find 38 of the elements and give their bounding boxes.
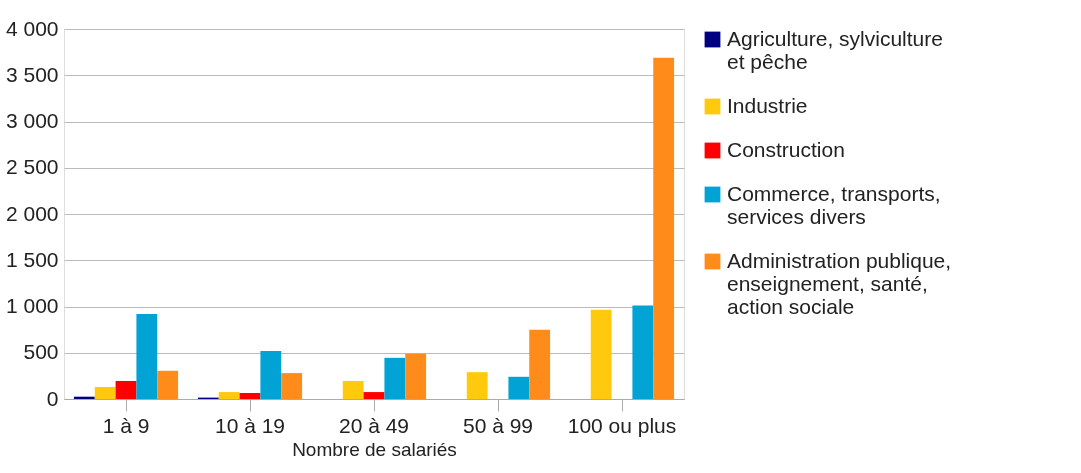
bar bbox=[653, 57, 675, 399]
y-tick-label: 3 500 bbox=[5, 62, 59, 86]
bar bbox=[466, 372, 488, 399]
bar bbox=[529, 329, 551, 399]
bar bbox=[94, 386, 116, 399]
y-tick-label: 3 000 bbox=[5, 109, 59, 132]
y-tick-label: 500 bbox=[23, 340, 59, 364]
x-axis-title: Nombre de salariés bbox=[292, 438, 457, 460]
bar bbox=[260, 350, 282, 399]
bar bbox=[405, 353, 427, 399]
x-tick-label: 50 à 99 bbox=[462, 413, 534, 437]
legend-label: Administration publique, enseignement, santé, action sociale bbox=[727, 248, 952, 318]
bar bbox=[363, 392, 385, 399]
y-tick-label: 1 500 bbox=[5, 247, 59, 271]
bar bbox=[239, 392, 261, 399]
bar bbox=[590, 309, 612, 399]
y-tick-label: 4 000 bbox=[5, 16, 59, 40]
y-tick-label: 2 500 bbox=[5, 155, 59, 179]
bar bbox=[632, 305, 654, 399]
bar bbox=[136, 313, 158, 399]
bar bbox=[342, 380, 364, 399]
legend-label: Agriculture, sylviculture et pêche bbox=[727, 26, 943, 73]
bar bbox=[508, 376, 530, 399]
x-tick-label: 100 ou plus bbox=[567, 413, 677, 437]
y-tick-label: 1 000 bbox=[5, 294, 59, 317]
x-tick-label: 1 à 9 bbox=[102, 413, 150, 437]
y-tick-label: 0 bbox=[46, 386, 59, 410]
legend-label: Commerce, transports, services divers bbox=[727, 181, 941, 228]
bar bbox=[384, 357, 406, 399]
legend-label: Industrie bbox=[727, 93, 808, 117]
bar bbox=[157, 370, 179, 399]
bar bbox=[115, 380, 137, 399]
bar bbox=[281, 373, 303, 399]
x-tick-label: 20 à 49 bbox=[338, 413, 410, 437]
legend-label: Construction bbox=[727, 137, 845, 161]
x-tick-label: 10 à 19 bbox=[214, 413, 286, 437]
bar bbox=[218, 392, 240, 399]
y-tick-label: 2 000 bbox=[5, 201, 59, 225]
